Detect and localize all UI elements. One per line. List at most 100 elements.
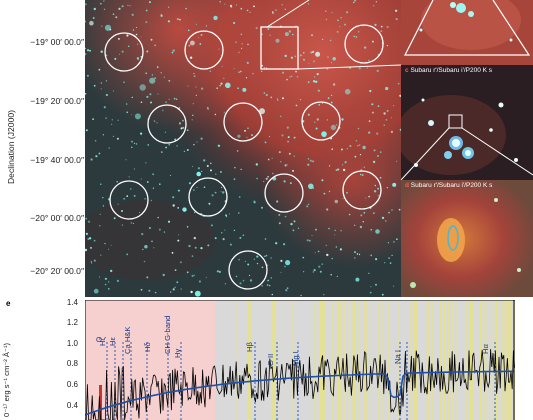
star xyxy=(141,232,144,236)
star xyxy=(98,152,101,155)
star xyxy=(174,138,177,141)
declination-axis: Declination (J2000) −19° 00′ 00.0″ −19° … xyxy=(0,0,84,297)
star xyxy=(321,263,324,265)
star xyxy=(127,4,129,6)
star xyxy=(222,191,225,194)
star xyxy=(263,180,265,183)
star xyxy=(315,127,318,130)
star xyxy=(373,149,376,152)
star xyxy=(280,115,282,118)
star xyxy=(240,7,243,10)
star xyxy=(108,248,110,250)
star xyxy=(398,208,401,211)
star xyxy=(249,279,253,282)
star xyxy=(233,178,236,181)
star xyxy=(93,84,96,87)
star xyxy=(103,106,106,109)
star xyxy=(253,201,256,204)
star xyxy=(193,72,195,75)
star xyxy=(284,164,287,167)
star xyxy=(200,137,203,140)
y-tick-label: 0.6 xyxy=(66,380,78,389)
star xyxy=(306,239,309,242)
star xyxy=(99,213,101,215)
star xyxy=(332,57,336,61)
star xyxy=(116,137,119,140)
star xyxy=(309,159,312,162)
star xyxy=(256,177,258,180)
star xyxy=(368,59,370,61)
star xyxy=(142,248,144,251)
line-label-hb: Hβ xyxy=(245,342,254,352)
star xyxy=(205,276,207,278)
star xyxy=(331,257,333,260)
star xyxy=(275,242,278,245)
star xyxy=(140,178,142,180)
star xyxy=(113,217,116,220)
star xyxy=(341,118,344,121)
star xyxy=(270,257,272,259)
star xyxy=(360,214,363,217)
star xyxy=(265,93,268,97)
star xyxy=(85,129,88,132)
star xyxy=(344,88,351,95)
star xyxy=(253,258,255,260)
star xyxy=(339,248,342,251)
star xyxy=(267,28,270,30)
star xyxy=(195,23,197,25)
star xyxy=(235,41,237,43)
star xyxy=(267,279,270,282)
zoom-line xyxy=(266,0,310,28)
star xyxy=(245,77,248,79)
star-field xyxy=(85,0,401,297)
star xyxy=(193,144,195,146)
star xyxy=(263,66,266,69)
star xyxy=(224,229,226,231)
star xyxy=(140,132,143,135)
star xyxy=(329,39,332,42)
star xyxy=(268,284,271,287)
star xyxy=(325,10,327,12)
star xyxy=(379,176,382,179)
star xyxy=(233,229,236,232)
sky-image xyxy=(85,0,401,297)
star xyxy=(110,269,113,273)
star xyxy=(380,25,383,28)
star xyxy=(129,5,131,7)
star xyxy=(162,273,165,277)
star xyxy=(137,43,139,45)
star xyxy=(302,256,305,259)
star xyxy=(370,228,373,231)
star xyxy=(390,117,393,119)
star xyxy=(362,145,366,150)
star xyxy=(297,227,300,229)
star xyxy=(396,160,398,162)
star xyxy=(220,82,223,85)
star xyxy=(340,230,342,232)
star xyxy=(278,151,281,154)
star xyxy=(363,46,367,49)
star xyxy=(198,37,199,39)
star xyxy=(199,43,202,45)
star xyxy=(342,198,344,200)
star xyxy=(103,8,106,10)
line-label-cahk: Ca H&K xyxy=(123,326,132,354)
star xyxy=(393,241,395,243)
field-circle xyxy=(264,173,304,213)
star xyxy=(210,162,212,165)
star xyxy=(207,108,209,110)
star xyxy=(290,222,293,226)
star xyxy=(372,212,375,215)
star xyxy=(239,70,242,73)
star xyxy=(324,136,326,138)
star xyxy=(180,127,183,130)
star xyxy=(281,71,285,74)
star xyxy=(326,253,329,257)
star xyxy=(323,192,326,195)
star xyxy=(194,246,197,249)
star xyxy=(94,140,97,142)
star xyxy=(374,184,377,187)
star xyxy=(357,145,359,147)
star xyxy=(388,211,390,214)
star xyxy=(196,186,198,189)
